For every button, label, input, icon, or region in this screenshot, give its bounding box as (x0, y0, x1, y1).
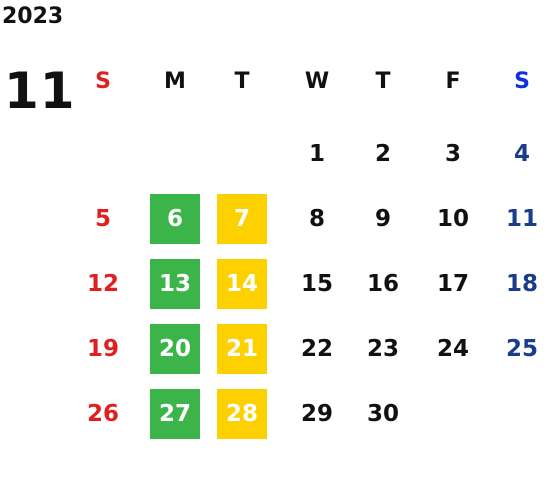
day: 1 (308, 141, 325, 167)
day: 24 (436, 336, 469, 362)
day: 11 (505, 206, 538, 232)
day: 19 (86, 336, 119, 362)
day: 18 (505, 271, 538, 297)
weekday: W (304, 69, 330, 94)
day: 28 (217, 389, 267, 439)
day: 17 (436, 271, 469, 297)
day: 12 (86, 271, 119, 297)
day: 10 (436, 206, 469, 232)
weekday: T (234, 69, 250, 94)
day: 23 (366, 336, 399, 362)
day: 2 (374, 141, 391, 167)
day: 5 (94, 206, 111, 232)
day: 25 (505, 336, 538, 362)
day: 22 (300, 336, 333, 362)
day: 30 (366, 401, 399, 427)
day: 16 (366, 271, 399, 297)
year: 2023 (2, 4, 64, 29)
day: 26 (86, 401, 119, 427)
day: 15 (300, 271, 333, 297)
day: 14 (217, 259, 267, 309)
weekday: T (375, 69, 391, 94)
day: 29 (300, 401, 333, 427)
day: 6 (150, 194, 200, 244)
weekday: S (514, 69, 530, 94)
day: 9 (374, 206, 391, 232)
day: 4 (513, 141, 530, 167)
month: 11 (4, 62, 76, 120)
day: 27 (150, 389, 200, 439)
weekday: M (164, 69, 186, 94)
day: 7 (217, 194, 267, 244)
day: 3 (444, 141, 461, 167)
day: 13 (150, 259, 200, 309)
weekday: F (445, 69, 461, 94)
day: 20 (150, 324, 200, 374)
day: 8 (308, 206, 325, 232)
weekday: S (95, 69, 111, 94)
day: 21 (217, 324, 267, 374)
